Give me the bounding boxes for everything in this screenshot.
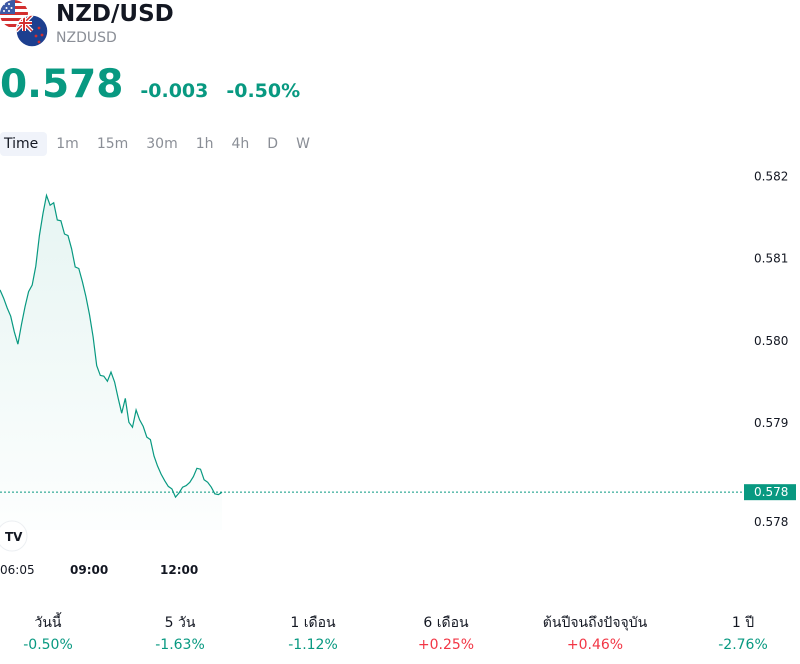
performance-value: +0.46% <box>566 637 624 653</box>
tab-1m[interactable]: 1m <box>56 136 79 152</box>
x-tick-label: 06:05 <box>0 563 35 577</box>
price-chart[interactable]: 0.578 0.582 0.581 0.580 0.579 0.578 06:0… <box>0 160 800 590</box>
x-tick-label: 09:00 <box>70 563 108 577</box>
tab-30m[interactable]: 30m <box>146 136 178 152</box>
performance-item[interactable]: วันนี้ -0.50% <box>0 612 113 653</box>
y-tick-label: 0.581 <box>754 252 788 266</box>
tab-w[interactable]: W <box>296 136 310 152</box>
performance-value: -0.50% <box>23 637 73 653</box>
current-price: 0.578 <box>0 62 124 107</box>
performance-label: 6 เดือน <box>423 615 469 631</box>
performance-value: -1.12% <box>288 637 338 653</box>
y-axis: 0.582 0.581 0.580 0.579 0.578 <box>754 169 788 528</box>
performance-item[interactable]: 1 เดือน -1.12% <box>248 612 378 653</box>
timeframe-tabs: Time 1m 15m 30m 1h 4h D W <box>0 131 319 157</box>
tab-d[interactable]: D <box>267 136 279 152</box>
price-line <box>0 193 223 499</box>
y-tick-label: 0.579 <box>754 416 788 430</box>
currency-pair-logo <box>0 0 50 50</box>
symbol-code: NZDUSD <box>56 30 117 46</box>
current-price-badge <box>744 484 796 501</box>
performance-label: ต้นปีจนถึงปัจจุบัน <box>542 615 648 631</box>
tab-time[interactable]: Time <box>0 132 48 156</box>
performance-item[interactable]: 5 วัน -1.63% <box>115 612 245 653</box>
performance-item[interactable]: ต้นปีจนถึงปัจจุบัน +0.46% <box>530 612 660 653</box>
performance-label: 5 วัน <box>164 615 196 631</box>
y-tick-label: 0.580 <box>754 334 788 348</box>
performance-value: +0.25% <box>417 637 475 653</box>
y-tick-label: 0.582 <box>754 169 788 183</box>
performance-value: -1.63% <box>155 637 205 653</box>
performance-label: 1 เดือน <box>290 615 336 631</box>
tab-1h[interactable]: 1h <box>195 136 214 152</box>
price-change: -0.003 <box>140 80 209 102</box>
performance-label: 1 ปี <box>731 615 755 631</box>
price-change-percent: -0.50% <box>226 80 301 102</box>
svg-text:TV: TV <box>5 530 23 544</box>
price-area-fill <box>0 195 222 530</box>
performance-label: วันนี้ <box>34 615 62 631</box>
tradingview-logo-icon[interactable]: TV <box>0 520 28 552</box>
performance-item[interactable]: 6 เดือน +0.25% <box>381 612 511 653</box>
performance-bar: วันนี้ -0.50% 5 วัน -1.63% 1 เดือน -1.12… <box>0 612 800 664</box>
current-price-badge-label: 0.578 <box>754 485 788 499</box>
performance-item[interactable]: 1 ปี -2.76% <box>678 612 800 653</box>
price-row: 0.578 -0.003 -0.50% <box>0 62 300 107</box>
performance-value: -2.76% <box>718 637 768 653</box>
y-tick-label: 0.578 <box>754 515 788 529</box>
x-axis: 06:05 09:00 12:00 <box>0 563 198 577</box>
tab-15m[interactable]: 15m <box>96 136 129 152</box>
symbol-title: NZD/USD <box>56 1 174 27</box>
tab-4h[interactable]: 4h <box>231 136 250 152</box>
x-tick-label: 12:00 <box>160 563 198 577</box>
